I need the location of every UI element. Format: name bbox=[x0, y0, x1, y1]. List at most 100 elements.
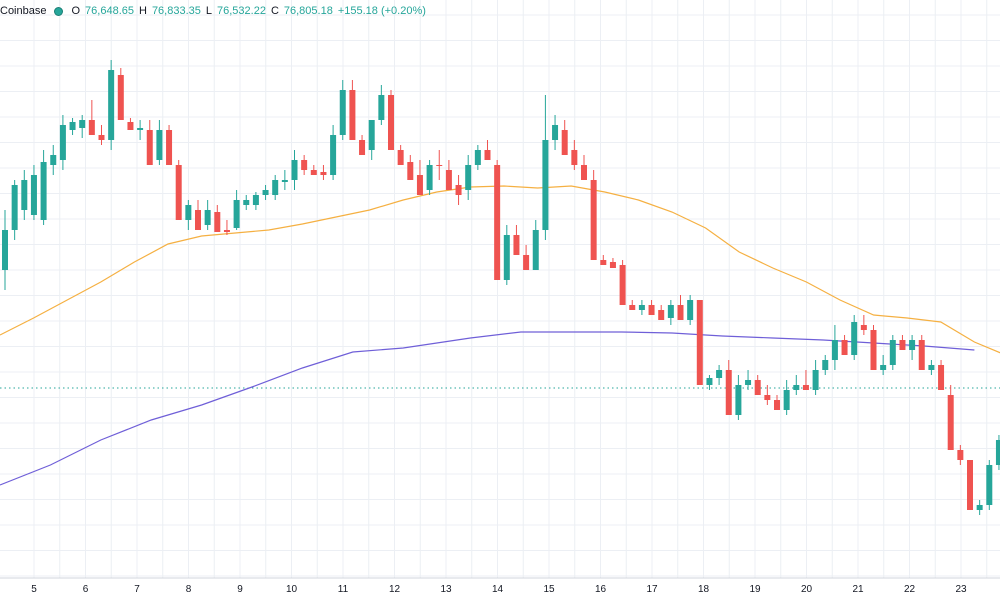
candle-body bbox=[166, 130, 173, 165]
candle-body bbox=[50, 155, 57, 165]
candle-up bbox=[822, 355, 829, 375]
candle-body bbox=[986, 465, 993, 505]
candle-body bbox=[552, 125, 559, 140]
candle-body bbox=[716, 370, 723, 378]
candle-body bbox=[291, 160, 298, 180]
candle-down bbox=[455, 175, 462, 205]
candle-body bbox=[117, 75, 124, 120]
candle-body bbox=[252, 195, 259, 205]
x-tick-label: 19 bbox=[749, 584, 761, 595]
candle-body bbox=[976, 505, 983, 510]
candle-up bbox=[889, 335, 896, 370]
candle-down bbox=[938, 360, 945, 390]
candle-down bbox=[648, 300, 655, 315]
symbol-header: Coinbase O 76,648.65 H 76,833.35 L 76,532.2… bbox=[0, 2, 426, 20]
candle-up bbox=[50, 145, 57, 175]
candle-down bbox=[436, 150, 443, 180]
candle-up bbox=[108, 60, 115, 150]
candle-down bbox=[677, 295, 684, 320]
high-label: H bbox=[138, 5, 147, 17]
candle-body bbox=[233, 200, 240, 228]
high-value: 76,833.35 bbox=[151, 5, 201, 17]
candle-down bbox=[600, 255, 607, 265]
candle-body bbox=[310, 170, 317, 175]
candle-up bbox=[503, 225, 510, 285]
candle-up bbox=[638, 300, 645, 315]
candle-up bbox=[243, 195, 250, 210]
candle-body bbox=[397, 150, 404, 165]
candle-down bbox=[619, 260, 626, 305]
candle-up bbox=[880, 355, 887, 375]
candle-down bbox=[860, 315, 867, 335]
candle-body bbox=[98, 135, 105, 140]
candle-up bbox=[330, 125, 337, 180]
candle-up bbox=[667, 300, 674, 325]
candle-body bbox=[967, 460, 973, 510]
candle-down bbox=[918, 335, 925, 370]
candle-up bbox=[378, 85, 385, 125]
candle-up bbox=[281, 170, 288, 190]
candle-down bbox=[320, 165, 327, 180]
candle-down bbox=[802, 370, 809, 390]
candle-body bbox=[223, 230, 230, 232]
candle-up bbox=[909, 335, 916, 360]
candle-body bbox=[774, 400, 780, 410]
candle-up bbox=[928, 360, 935, 375]
candle-body bbox=[619, 265, 626, 305]
candle-up bbox=[59, 115, 66, 170]
candle-body bbox=[812, 370, 819, 390]
candle-down bbox=[609, 258, 616, 268]
candle-up bbox=[812, 360, 819, 395]
x-tick-label: 11 bbox=[338, 584, 349, 595]
candle-body bbox=[745, 380, 752, 385]
candle-body bbox=[272, 180, 279, 195]
candle-up bbox=[79, 115, 86, 138]
candle-body bbox=[513, 235, 520, 255]
candle-body bbox=[918, 340, 925, 370]
candle-body bbox=[426, 165, 433, 190]
candle-body bbox=[445, 170, 452, 190]
x-tick-label: 17 bbox=[646, 584, 658, 595]
candle-down bbox=[175, 160, 182, 220]
candle-up bbox=[339, 80, 346, 140]
candle-up bbox=[426, 160, 433, 195]
candle-up bbox=[976, 500, 983, 515]
candle-down bbox=[658, 305, 665, 320]
candle-body bbox=[330, 135, 337, 175]
low-label: L bbox=[205, 5, 212, 17]
x-tick-label: 22 bbox=[904, 584, 916, 595]
candle-down bbox=[629, 300, 636, 310]
candle-up bbox=[716, 365, 723, 385]
candle-body bbox=[2, 230, 8, 270]
candle-down bbox=[388, 90, 394, 150]
candle-down bbox=[416, 160, 423, 195]
candle-body bbox=[214, 212, 221, 232]
x-axis-background bbox=[0, 579, 1000, 600]
candle-body bbox=[648, 305, 655, 315]
candle-body bbox=[503, 235, 510, 280]
candle-down bbox=[301, 155, 308, 175]
candle-down bbox=[754, 375, 761, 395]
candle-body bbox=[802, 385, 809, 390]
candle-body bbox=[561, 130, 568, 155]
candle-body bbox=[880, 365, 887, 370]
candle-down bbox=[841, 335, 848, 355]
candle-body bbox=[59, 125, 66, 160]
candle-body bbox=[262, 190, 269, 195]
candle-body bbox=[860, 325, 867, 330]
candle-down bbox=[407, 155, 414, 180]
candle-body bbox=[928, 365, 935, 370]
candle-body bbox=[436, 165, 443, 166]
ohlc-values: O 76,648.65 H 76,833.35 L 76,532.22 C 76,805… bbox=[71, 5, 425, 17]
candle-down bbox=[214, 205, 221, 232]
candle-down bbox=[774, 395, 780, 410]
x-tick-label: 8 bbox=[186, 584, 192, 595]
x-tick-label: 21 bbox=[852, 584, 864, 595]
moving-average-fast bbox=[0, 185, 1000, 354]
candle-down bbox=[967, 460, 973, 510]
candle-up bbox=[262, 185, 269, 200]
candle-body bbox=[542, 140, 549, 230]
candle-up bbox=[474, 145, 481, 170]
x-tick-label: 10 bbox=[286, 584, 298, 595]
